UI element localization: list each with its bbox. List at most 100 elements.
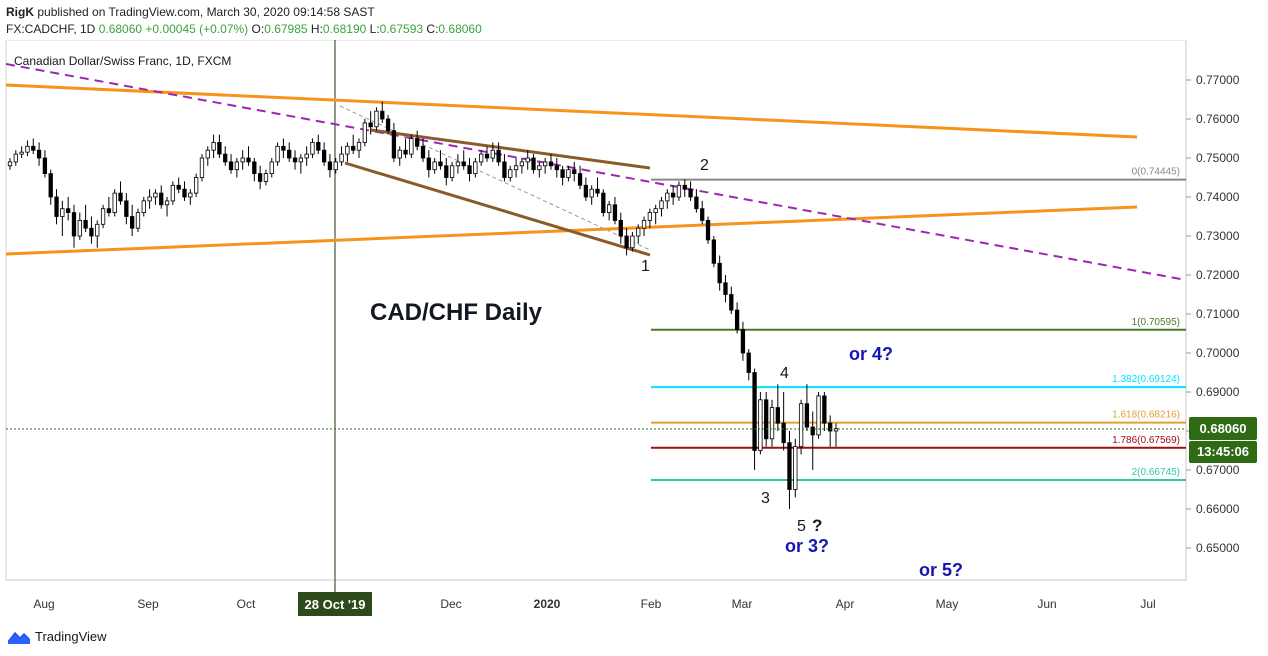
candle-body (554, 165, 559, 171)
x-tick-label: 2020 (534, 597, 561, 611)
candle-body (19, 151, 24, 155)
y-tick-label: 0.71000 (1196, 307, 1240, 321)
candle-body (787, 442, 792, 490)
candle-body (531, 157, 536, 171)
candle-body (444, 165, 449, 178)
x-tick-label: May (936, 597, 959, 611)
tradingview-brand: TradingView (35, 629, 107, 644)
candle-body (316, 142, 321, 151)
candle-body (793, 446, 798, 490)
candle-body (339, 153, 344, 163)
candle-body (688, 188, 693, 198)
candle-body (636, 227, 641, 237)
candle-body (36, 149, 42, 159)
candle-body (467, 165, 472, 175)
candle-body (409, 138, 414, 155)
candle-body (665, 192, 670, 202)
candle-body (182, 188, 187, 198)
x-tick-label: Mar (732, 597, 753, 611)
chart-annotation-title: CAD/CHF Daily (370, 299, 543, 326)
symbol-label: FX:CADCHF, 1D (6, 22, 96, 36)
candle-body (676, 184, 682, 198)
candle-body (48, 173, 53, 198)
author-name[interactable]: RigK (6, 5, 34, 19)
candle-body (415, 138, 420, 147)
candle-body (659, 200, 664, 210)
candle-body (205, 149, 210, 159)
candle-body (455, 161, 461, 167)
candle-body (327, 161, 333, 171)
fib-level-label: 0(0.74445) (1132, 167, 1180, 178)
candle-body (89, 227, 94, 237)
candle-body (717, 262, 722, 284)
wedge-lower-line (344, 161, 651, 257)
wave-label-1: 1 (641, 258, 650, 275)
y-tick-label: 0.69000 (1196, 385, 1240, 399)
candle-body (54, 196, 59, 217)
candle-body (705, 219, 711, 241)
candle-body (199, 157, 205, 178)
candle-body (461, 161, 466, 167)
y-axis: 0.77000 0.76000 0.75000 0.74000 0.73000 0.720… (1186, 73, 1240, 555)
y-tick-label: 0.65000 (1196, 541, 1240, 555)
candle-body (577, 173, 583, 186)
chart-footer: TradingView (0, 621, 1268, 656)
y-tick-label: 0.76000 (1196, 112, 1240, 126)
candle-body (159, 192, 164, 206)
open-value: 0.67985 (264, 22, 308, 36)
candle-body (700, 208, 705, 221)
alt-label-or-5: or 5? (919, 560, 963, 580)
x-tick-label: Oct (237, 597, 256, 611)
candle-body (711, 239, 716, 264)
candle-body (368, 122, 373, 128)
wave-label-5: 5 (797, 518, 806, 535)
candle-body (403, 149, 408, 155)
candle-body (351, 145, 356, 151)
candle-body (83, 219, 88, 229)
y-tick-label: 0.70000 (1196, 346, 1240, 360)
candle-body (513, 165, 519, 171)
candle-body (543, 161, 548, 167)
candle-body (566, 169, 571, 178)
candle-body (193, 177, 199, 194)
candle-body (13, 153, 18, 163)
candle-body (572, 169, 577, 174)
candle-body (781, 422, 786, 444)
x-tick-label: Jul (1140, 597, 1155, 611)
candle-body (624, 235, 629, 249)
candle-body (130, 216, 135, 229)
x-tick-label: Aug (33, 597, 54, 611)
candle-body (682, 184, 687, 190)
y-tick-label: 0.75000 (1196, 151, 1240, 165)
alt-label-or-4: or 4? (849, 344, 893, 364)
candle-body (135, 212, 141, 229)
x-tick-label: Jun (1037, 597, 1056, 611)
candle-body (438, 161, 443, 167)
candle-body (734, 309, 740, 331)
series-title: Canadian Dollar/Swiss Franc, 1D, FXCM (14, 54, 231, 68)
y-tick-label: 0.72000 (1196, 268, 1240, 282)
crosshair-date-badge (298, 592, 372, 616)
candle-body (670, 192, 676, 198)
y-tick-label: 0.67000 (1196, 463, 1240, 477)
fib-level-label: 2(0.66745) (1132, 467, 1180, 478)
candle-body (775, 407, 780, 424)
candle-body (729, 294, 734, 311)
price-chart[interactable]: 0.77000 0.76000 0.75000 0.74000 0.73000 0.720… (0, 40, 1268, 621)
tradingview-logo[interactable]: TradingView (8, 629, 107, 644)
candle-body (560, 169, 565, 178)
candlesticks (7, 101, 839, 509)
candle-body (234, 161, 240, 171)
countdown-label: 13:45:06 (1197, 444, 1249, 459)
candle-body (618, 219, 623, 237)
candle-body (601, 192, 606, 214)
tradingview-logo-icon (8, 631, 30, 644)
candle-body (641, 219, 647, 229)
fib-level-label: 1.786(0.67569) (1112, 435, 1180, 446)
candle-body (479, 153, 484, 163)
candle-body (449, 165, 455, 178)
candle-body (490, 149, 495, 159)
candle-body (746, 352, 751, 373)
candle-body (147, 196, 152, 202)
countdown-badge (1189, 441, 1257, 463)
